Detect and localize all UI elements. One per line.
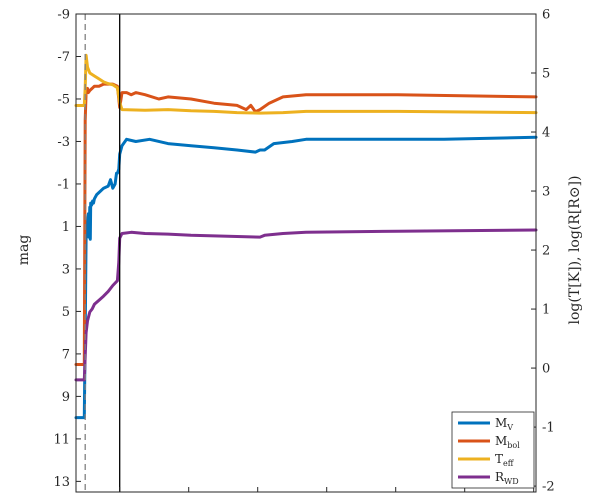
- left-tick-label: 9: [62, 390, 70, 405]
- right-tick-label: 1: [542, 303, 550, 318]
- right-tick-label: 4: [542, 126, 550, 141]
- reference-lines: [84, 14, 121, 492]
- left-tick-label: 3: [62, 262, 70, 277]
- left-tick-label: 13: [53, 475, 70, 490]
- right-tick-label: 3: [542, 185, 550, 200]
- legend-box: [451, 411, 535, 489]
- left-tick-label: -7: [57, 50, 70, 65]
- legend-label: RWD: [495, 470, 519, 486]
- left-axis-label: mag: [16, 235, 32, 266]
- legend-label: MV: [495, 416, 513, 432]
- right-tick-label: 5: [542, 67, 550, 82]
- right-tick-label: -2: [542, 480, 555, 495]
- legend: MV Mbol Teff RWD: [451, 411, 535, 489]
- legend-label: Mbol: [495, 434, 520, 450]
- right-tick-label: 0: [542, 362, 550, 377]
- left-tick-label: 11: [53, 432, 70, 447]
- left-tick-label: 7: [62, 347, 70, 362]
- legend-label: Teff: [495, 452, 515, 468]
- left-tick-label: -5: [57, 92, 70, 107]
- left-tick-label: -9: [57, 8, 70, 23]
- axes: [75, 13, 537, 493]
- series-line-mbol: [74, 82, 538, 366]
- right-axis-label: log(T[K]), log(R[R⊙]): [567, 176, 583, 325]
- left-tick-label: -1: [57, 177, 70, 192]
- series-line-teff: [74, 53, 538, 115]
- series-line-mv: [74, 135, 538, 420]
- right-tick-label: 6: [542, 8, 550, 23]
- left-tick-label: -3: [57, 135, 70, 150]
- left-tick-label: 5: [62, 305, 70, 320]
- axes-box: [75, 13, 537, 493]
- right-tick-label: -1: [542, 421, 555, 436]
- right-tick-label: 2: [542, 244, 550, 259]
- left-tick-label: 1: [62, 220, 70, 235]
